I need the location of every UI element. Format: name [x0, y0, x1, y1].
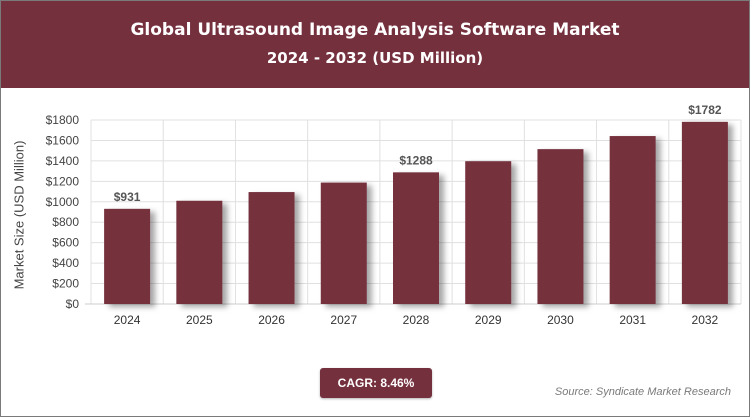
- chart-header: Global Ultrasound Image Analysis Softwar…: [1, 1, 749, 88]
- x-tick-label: 2024: [114, 313, 141, 327]
- bar-2026: [248, 192, 295, 304]
- data-label: $931: [114, 190, 141, 204]
- chart-subtitle: 2024 - 2032 (USD Million): [266, 49, 484, 67]
- y-tick-label: $1400: [46, 154, 80, 168]
- x-tick-label: 2025: [186, 313, 213, 327]
- bar-2024: [104, 208, 151, 304]
- bar-2030: [537, 149, 584, 304]
- cagr-badge: CAGR: 8.46%: [320, 368, 432, 398]
- y-axis-title-text: Market Size (USD Million): [11, 140, 27, 290]
- x-tick-label: 2029: [475, 313, 502, 327]
- x-tick-label: 2031: [619, 313, 646, 327]
- bar-2027: [320, 182, 367, 304]
- y-tick-label: $200: [52, 277, 79, 291]
- bar-2029: [465, 161, 512, 304]
- y-tick-label: $800: [52, 215, 79, 229]
- y-tick-label: $1600: [46, 133, 80, 147]
- y-tick-label: $600: [52, 236, 79, 250]
- y-tick-label: $1200: [46, 174, 80, 188]
- y-tick-label: $1000: [46, 195, 80, 209]
- bar-chart: $0 $200 $400 $600 $800 $1000 $1200 $1400 $1600 $1…: [46, 103, 742, 327]
- data-label: $1288: [399, 153, 433, 167]
- x-tick-label: 2028: [403, 313, 430, 327]
- bar-2028: [393, 172, 439, 304]
- x-tick-label: 2027: [330, 313, 357, 327]
- bar-2025: [176, 200, 223, 304]
- bar-2032: [681, 121, 728, 304]
- y-tick-label: $1800: [46, 113, 80, 127]
- x-tick-label: 2032: [692, 313, 719, 327]
- x-tick-label: 2030: [547, 313, 574, 327]
- x-tick-label: 2026: [258, 313, 285, 327]
- y-tick-label: $400: [52, 256, 79, 270]
- bar-2031: [609, 136, 656, 304]
- source-note: Source: Syndicate Market Research: [554, 386, 731, 398]
- data-label: $1782: [688, 103, 722, 117]
- y-tick-label: $0: [66, 297, 80, 311]
- chart-title: Global Ultrasound Image Analysis Softwar…: [130, 20, 620, 40]
